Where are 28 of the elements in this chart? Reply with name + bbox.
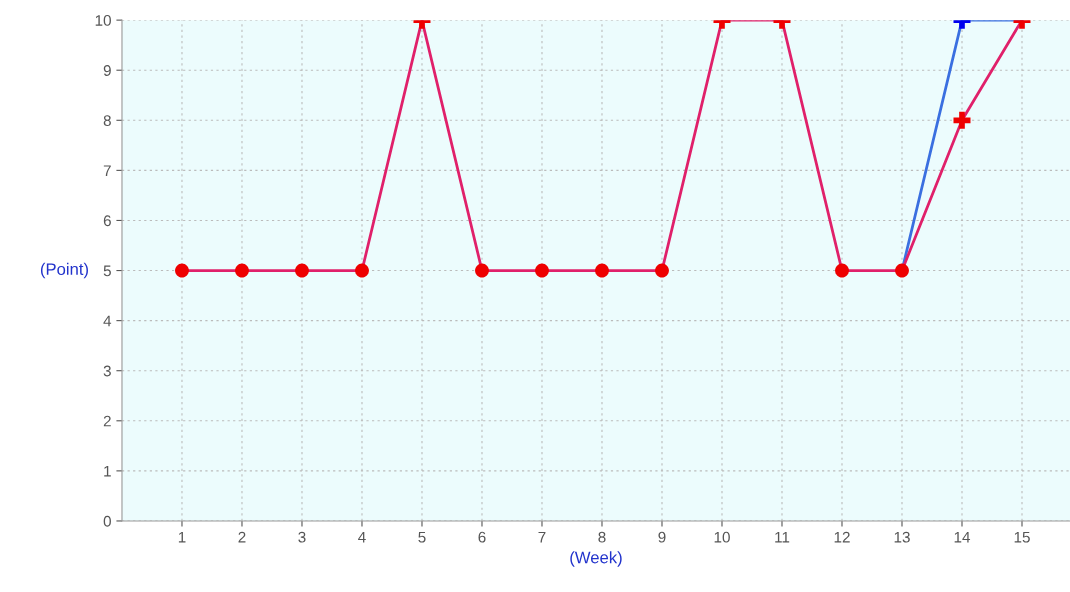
x-tick-label: 12 [834, 531, 850, 543]
y-tick-label: 9 [103, 65, 111, 76]
y-tick-label: 3 [103, 365, 111, 377]
x-tick-label: 6 [478, 531, 486, 543]
x-tick-label: 8 [598, 531, 606, 543]
x-tick-label: 13 [894, 531, 910, 543]
x-tick-label: 2 [238, 531, 246, 543]
y-tick-label: 2 [103, 415, 111, 427]
y-tick-label: 1 [104, 465, 111, 477]
y-tick-label: 5 [103, 265, 111, 277]
y-tick-label: 7 [103, 165, 111, 176]
x-axis-title: (Week) [570, 551, 622, 567]
x-tick-label: 14 [954, 531, 971, 543]
x-tick-label: 1 [178, 531, 186, 543]
y-tick-label: 8 [103, 115, 111, 126]
y-tick-label: 10 [95, 15, 111, 26]
x-tick-label: 7 [538, 531, 546, 543]
x-tick-label: 15 [1014, 531, 1030, 543]
x-tick-label: 10 [714, 531, 730, 543]
x-tick-label: 5 [418, 531, 426, 543]
x-tick-label: 11 [775, 531, 790, 543]
y-tick-label: 0 [103, 515, 111, 527]
y-axis-title: (Point) [40, 262, 88, 279]
y-tick-label: 4 [103, 315, 112, 327]
y-tick-label: 6 [103, 215, 111, 227]
x-tick-label: 3 [298, 531, 306, 543]
x-tick-label: 9 [658, 531, 666, 543]
x-tick-label: 4 [358, 531, 366, 543]
